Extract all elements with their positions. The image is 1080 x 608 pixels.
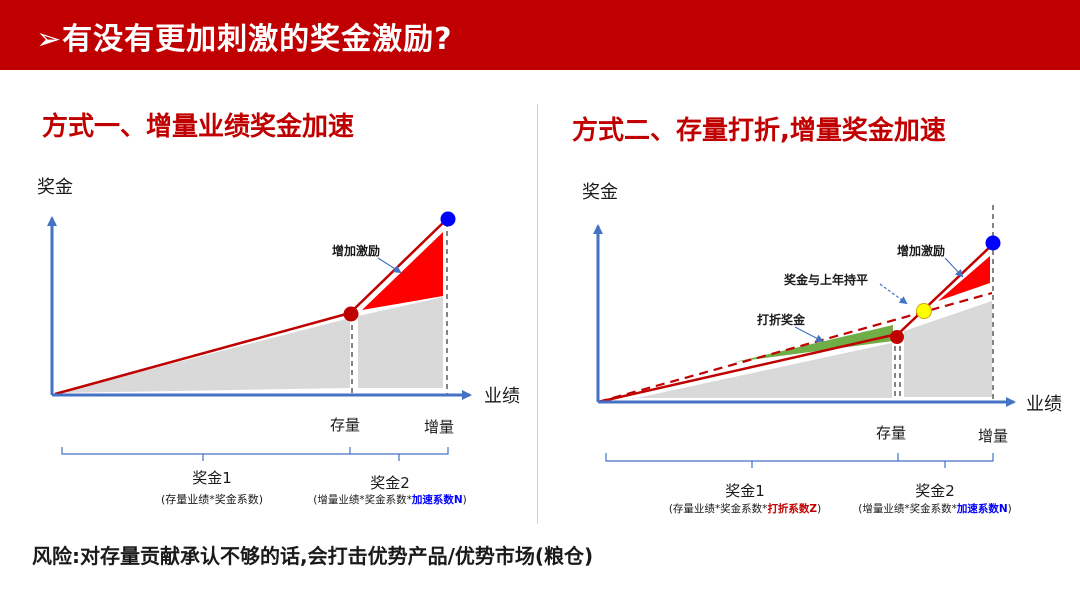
right-original-bonus-line [597,291,993,404]
right-flat-point [916,303,932,319]
left-diagram: 奖金 业绩 存量 增量 增加激励 奖金1 (存量业绩*奖金系数) 奖金2 (增量… [37,177,520,506]
right-increment-label: 增量 [978,427,1008,445]
right-stock-area [632,343,892,399]
risk-note: 风险:对存量贡献承认不够的话,会打击优势产品/优势市场(粮仓) [32,544,594,568]
left-increment-point [440,211,456,227]
page-title: ➢有没有更加刺激的奖金激励? [36,22,453,57]
left-stock-label: 存量 [330,416,360,434]
left-x-axis-label: 业绩 [484,386,520,407]
panel-divider [537,104,538,524]
left-bonus-line [54,311,351,396]
right-flat-callout: 奖金与上年持平 [784,272,868,287]
right-diagram: 奖金 业绩 存量 增量 增加激励 奖金与上年持平 打折奖金 奖金1 (存量业绩*… [582,182,1062,515]
left-bonus2-title: 奖金2 [370,474,410,492]
left-subtitle: 方式一、增量业绩奖金加速 [42,112,355,142]
left-bonus1-title: 奖金1 [192,469,232,487]
right-discounted-bonus-line [597,333,894,404]
right-stock-point [890,330,904,344]
header-bar: ➢有没有更加刺激的奖金激励? [0,0,1080,70]
right-extra-incentive-area [938,256,990,301]
left-increment-area [358,297,443,388]
right-bonus1-formula: (存量业绩*奖金系数*打折系数Z) [669,502,821,515]
right-bracket-bonus2 [898,453,994,462]
left-bracket-bonus1 [61,447,351,455]
right-subtitle: 方式二、存量打折,增量奖金加速 [572,116,946,146]
right-y-axis-label: 奖金 [582,182,618,203]
right-bonus2-formula: (增量业绩*奖金系数*加速系数N) [858,502,1012,515]
right-bracket-bonus1 [605,453,899,462]
right-increment-area [904,301,992,397]
right-extra-incentive-callout: 增加激励 [897,243,945,258]
left-extra-incentive-area [362,232,443,310]
left-bonus2-formula: (增量业绩*奖金系数*加速系数N) [313,493,467,506]
left-extra-incentive-callout: 增加激励 [332,243,380,258]
right-stock-label: 存量 [876,424,906,442]
left-y-axis-label: 奖金 [37,177,73,198]
left-bracket-bonus2 [350,447,449,455]
left-increment-label: 增量 [424,418,454,436]
right-increment-point [985,235,1001,251]
left-bonus1-formula: (存量业绩*奖金系数) [161,492,263,506]
right-bonus1-title: 奖金1 [725,482,765,500]
left-stock-point [343,306,359,322]
right-discount-callout: 打折奖金 [757,312,806,327]
right-bonus2-title: 奖金2 [915,482,955,500]
right-x-axis-label: 业绩 [1026,394,1062,415]
